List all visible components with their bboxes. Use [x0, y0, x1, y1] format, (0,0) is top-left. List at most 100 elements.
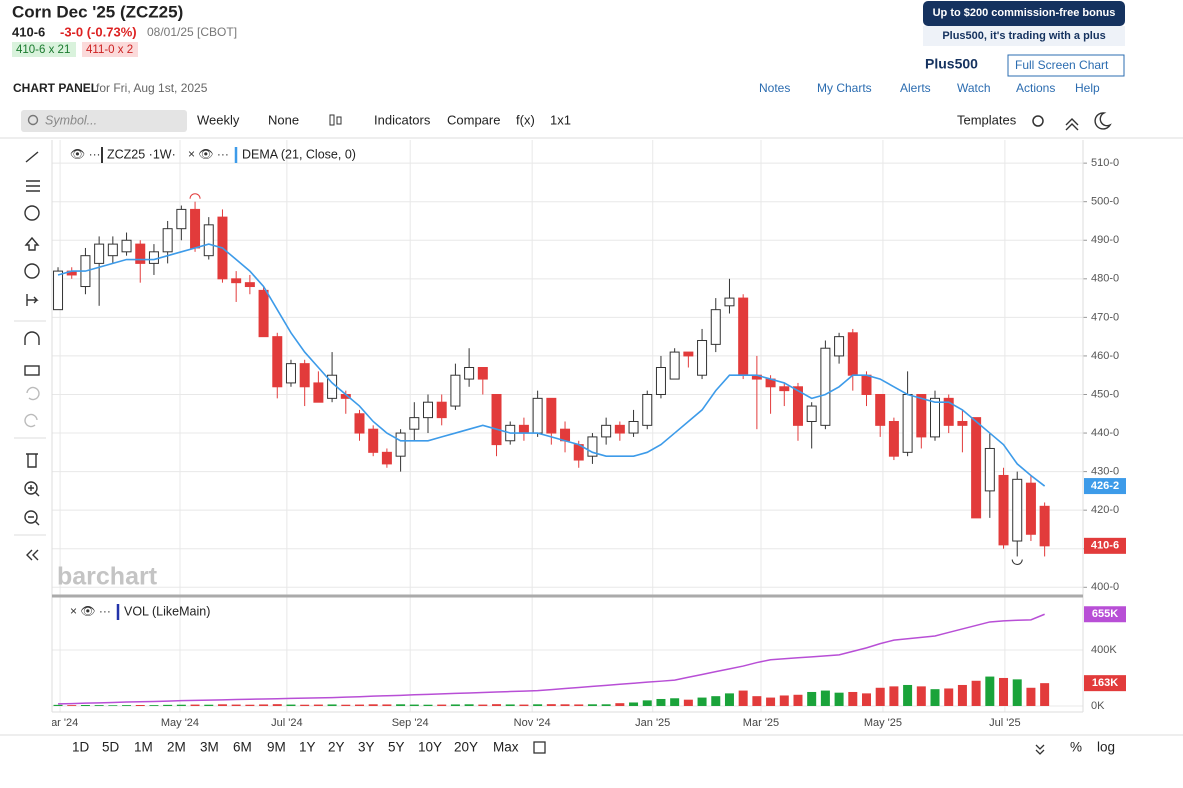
ad-headline[interactable]: Up to $200 commission-free bonus: [933, 7, 1116, 19]
collapse-tools[interactable]: [26, 549, 39, 561]
range-button[interactable]: 1M: [134, 740, 153, 755]
volume-bar: [341, 704, 351, 706]
panel-link[interactable]: Watch: [957, 81, 991, 95]
candle-body: [587, 436, 598, 457]
full-screen-label[interactable]: Full Screen Chart: [1015, 58, 1109, 72]
count-tool[interactable]: [24, 263, 40, 279]
zoom-in[interactable]: [24, 481, 38, 495]
candle-body: [1025, 482, 1036, 535]
zoom-out[interactable]: [24, 510, 38, 524]
x-tick-label: May '25: [864, 717, 902, 729]
panel-link[interactable]: Notes: [759, 81, 790, 95]
toolbar-item[interactable]: Indicators: [374, 112, 431, 127]
volume-bar: [903, 684, 913, 706]
range-button[interactable]: 6M: [233, 740, 252, 755]
volume-bar: [629, 702, 639, 706]
full-screen-button[interactable]: [1007, 54, 1125, 77]
templates[interactable]: Templates: [957, 112, 1017, 127]
toolbar-item[interactable]: None: [268, 112, 299, 127]
candle-body: [697, 340, 708, 376]
panel-link[interactable]: My Charts: [817, 81, 872, 95]
range-button[interactable]: 1Y: [299, 740, 316, 755]
candle-body: [203, 224, 214, 257]
expand-icon[interactable]: [1035, 744, 1045, 755]
volume-bar: [711, 696, 721, 706]
range-button[interactable]: 5Y: [388, 740, 405, 755]
shape-tool[interactable]: [24, 205, 40, 221]
chart-type-icon[interactable]: [329, 114, 335, 126]
range-button[interactable]: 20Y: [454, 740, 478, 755]
ad-box[interactable]: [923, 1, 1125, 26]
magnet-tool[interactable]: [24, 331, 40, 345]
volume-bar: [519, 704, 529, 706]
fib-tool[interactable]: [26, 180, 40, 192]
range-button[interactable]: 1D: [72, 740, 90, 755]
lock-tool[interactable]: [24, 365, 40, 376]
symbol-input[interactable]: [21, 110, 187, 132]
toolbar-item[interactable]: f(x): [516, 112, 535, 127]
range-button[interactable]: Max: [493, 740, 519, 755]
zoom-out-minus[interactable]: [28, 516, 40, 526]
range-button[interactable]: 3Y: [358, 740, 375, 755]
candle-body: [395, 432, 406, 457]
candle-body: [94, 243, 105, 264]
high-marker: [189, 193, 201, 199]
arrow-tool[interactable]: [24, 236, 40, 251]
range-button[interactable]: 5D: [102, 740, 120, 755]
zoom-in-plus[interactable]: [28, 485, 40, 497]
scale-button[interactable]: log: [1097, 740, 1115, 755]
volume-bar: [820, 690, 830, 706]
calendar-icon[interactable]: [533, 741, 546, 754]
range-button[interactable]: 9M: [267, 740, 286, 755]
range-button[interactable]: 2M: [167, 740, 186, 755]
volume-bar: [67, 705, 77, 706]
toolbar-item[interactable]: Compare: [447, 112, 500, 127]
toolbar-item[interactable]: 1x1: [550, 112, 571, 127]
scale-button[interactable]: %: [1070, 740, 1082, 755]
volume-bar: [601, 704, 611, 706]
candle-body: [930, 397, 941, 438]
volume-bar: [683, 699, 693, 706]
line-tool[interactable]: [25, 151, 39, 163]
y-tick-label: 450-0: [1091, 388, 1119, 400]
volume-bar: [423, 704, 433, 706]
symbol-placeholder[interactable]: Symbol...: [45, 113, 97, 127]
theme-icon[interactable]: [1094, 112, 1112, 130]
candle-body: [53, 270, 64, 311]
collapse-icon[interactable]: [1065, 118, 1079, 131]
candle-body: [107, 243, 118, 257]
measure-tool[interactable]: [26, 294, 39, 306]
symbol-legend: ZCZ25 ·1W·: [107, 147, 176, 161]
legend-controls[interactable]: × 👁 ···: [188, 147, 229, 161]
ad-sub[interactable]: [923, 26, 1125, 46]
chart-type-icon[interactable]: [336, 116, 342, 125]
volume-last-label: 163K: [1092, 677, 1118, 689]
ad-tagline[interactable]: Plus500, it's trading with a plus: [942, 30, 1105, 42]
range-button[interactable]: 3M: [200, 740, 219, 755]
panel-link[interactable]: Alerts: [900, 81, 931, 95]
candle-body: [642, 393, 653, 426]
settings-icon[interactable]: [1032, 115, 1044, 127]
volume-bar: [574, 704, 584, 706]
candle-body: [450, 374, 461, 407]
volume-bar: [861, 693, 871, 706]
legend-controls[interactable]: × 👁 ···: [70, 604, 111, 618]
candle-body: [916, 393, 927, 438]
ad-brand[interactable]: Plus500: [925, 56, 978, 72]
panel-link[interactable]: Help: [1075, 81, 1100, 95]
undo-tool[interactable]: [26, 386, 40, 401]
panel-link[interactable]: Actions: [1016, 81, 1055, 95]
redo-tool[interactable]: [24, 413, 38, 428]
legend-controls[interactable]: 👁 ···: [70, 147, 101, 161]
delete-tool[interactable]: [26, 453, 38, 468]
range-button[interactable]: 10Y: [418, 740, 442, 755]
range-button[interactable]: 2Y: [328, 740, 345, 755]
candle-body: [669, 351, 680, 380]
toolbar-item[interactable]: Weekly: [197, 112, 240, 127]
candle-body: [998, 474, 1009, 546]
volume-bar: [587, 704, 597, 706]
volume-bar: [464, 704, 474, 706]
candle-body: [162, 228, 173, 253]
candle-body: [313, 382, 324, 403]
